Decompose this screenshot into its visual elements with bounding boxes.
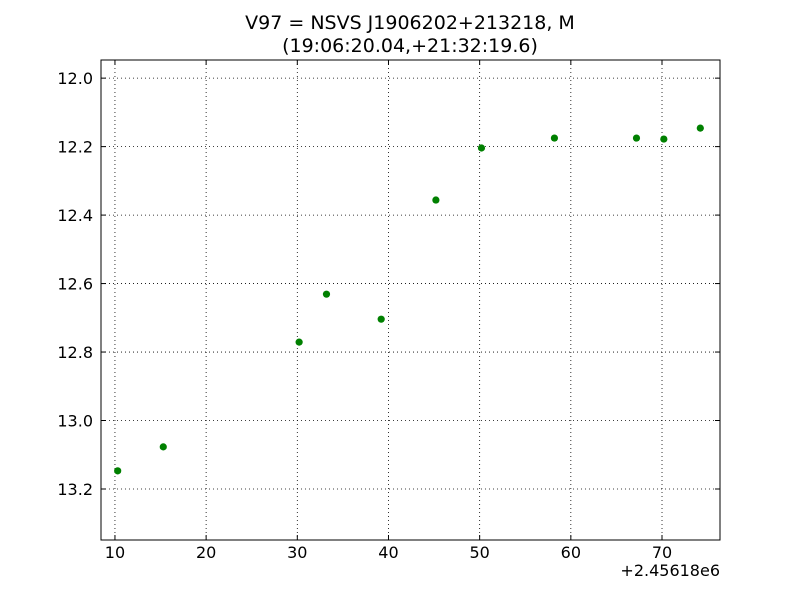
point	[377, 315, 385, 323]
point	[632, 134, 641, 142]
x-tick-label: 50	[469, 543, 489, 562]
x-tick-label: 20	[196, 543, 216, 562]
point	[432, 196, 440, 204]
chart-title: V97 = NSVS J1906202+213218, M	[245, 12, 575, 34]
x-tick-label: 10	[105, 543, 125, 562]
point	[114, 467, 122, 475]
point	[322, 290, 331, 298]
y-tick-label: 13.0	[57, 412, 93, 431]
y-tick-label: 12.4	[57, 206, 93, 225]
point	[295, 338, 303, 346]
point	[696, 124, 704, 132]
x-tick-label: 70	[652, 543, 672, 562]
y-tick-label: 13.2	[57, 480, 93, 499]
x-offset-label: +2.45618e6	[620, 561, 720, 580]
point	[660, 135, 668, 143]
x-tick-label: 40	[378, 543, 398, 562]
point	[477, 144, 486, 152]
x-tick-label: 60	[561, 543, 581, 562]
y-tick-label: 12.8	[57, 343, 93, 362]
y-tick-label: 12.2	[57, 138, 93, 157]
x-tick-label: 30	[287, 543, 307, 562]
y-tick-label: 12.6	[57, 275, 93, 294]
chart-subtitle: (19:06:20.04,+21:32:19.6)	[282, 35, 538, 57]
point	[159, 443, 167, 451]
point	[550, 134, 559, 142]
plot-frame	[100, 59, 721, 541]
y-tick-label: 12.0	[57, 69, 93, 88]
